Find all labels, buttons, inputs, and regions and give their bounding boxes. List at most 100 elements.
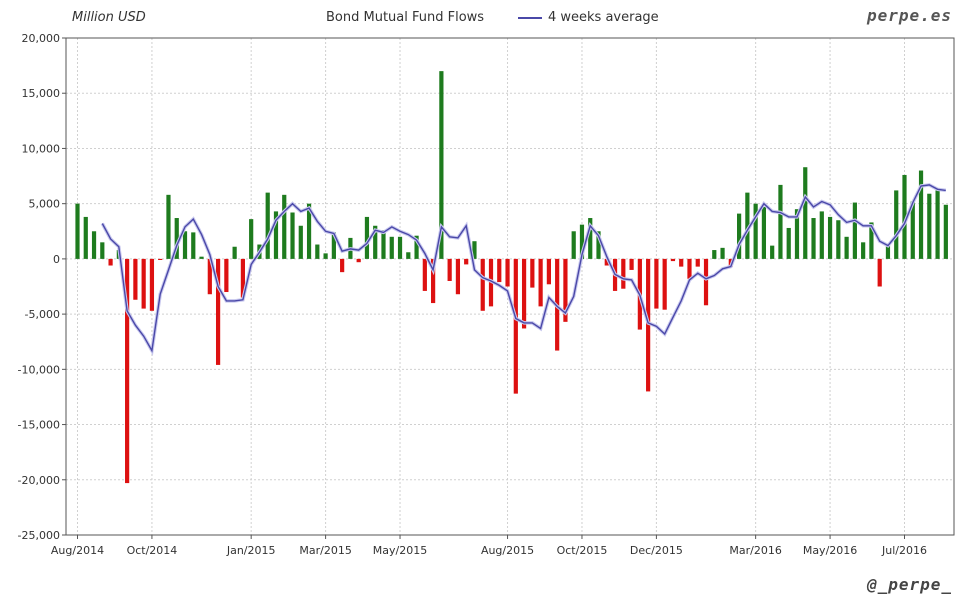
bar bbox=[596, 231, 601, 259]
legend: 4 weeks average bbox=[518, 10, 659, 25]
y-tick-label: 20,000 bbox=[22, 32, 61, 45]
bar bbox=[149, 258, 155, 311]
bar bbox=[472, 241, 477, 259]
bar bbox=[604, 258, 609, 266]
bar bbox=[563, 258, 568, 322]
bar bbox=[703, 258, 709, 306]
y-tick-label: 5,000 bbox=[29, 198, 61, 211]
y-tick-label: -15,000 bbox=[18, 419, 60, 432]
bar bbox=[770, 245, 775, 259]
bar bbox=[100, 242, 105, 259]
bar bbox=[215, 258, 221, 365]
bar bbox=[943, 204, 948, 259]
bar bbox=[340, 258, 345, 273]
x-tick-label: May/2015 bbox=[373, 544, 427, 557]
x-axis-ticks: Aug/2014 Oct/2014 Jan/2015 Mar/2015 May/2015… bbox=[51, 535, 927, 557]
bar bbox=[240, 258, 245, 298]
bar bbox=[464, 258, 469, 265]
bar bbox=[646, 258, 651, 392]
bar bbox=[695, 258, 700, 267]
bar bbox=[249, 219, 254, 259]
bar bbox=[397, 236, 403, 259]
bar bbox=[571, 231, 576, 259]
bar bbox=[670, 258, 676, 262]
bar bbox=[844, 236, 849, 259]
bar bbox=[273, 211, 279, 259]
y-tick-label: -5,000 bbox=[25, 308, 60, 321]
chart-title: Bond Mutual Fund Flows bbox=[326, 10, 485, 25]
bar bbox=[803, 167, 808, 259]
bar bbox=[141, 258, 146, 309]
bar bbox=[381, 230, 386, 259]
x-tick-label: Dec/2015 bbox=[630, 544, 683, 557]
y-tick-label: 10,000 bbox=[22, 142, 61, 155]
bar bbox=[546, 258, 551, 285]
bar bbox=[191, 232, 196, 259]
x-tick-label: Oct/2014 bbox=[127, 544, 178, 557]
bar bbox=[745, 192, 750, 259]
bar bbox=[265, 192, 270, 259]
bar bbox=[654, 258, 659, 309]
bar bbox=[538, 258, 543, 307]
bar bbox=[389, 236, 394, 259]
bar bbox=[232, 246, 237, 259]
bar bbox=[662, 258, 667, 310]
x-tick-label: Aug/2015 bbox=[481, 544, 534, 557]
bar bbox=[455, 258, 461, 295]
bar bbox=[819, 211, 824, 259]
bar bbox=[794, 209, 800, 259]
legend-label-average: 4 weeks average bbox=[548, 10, 659, 25]
y-axis-ticks: -25,000 -20,000 -15,000 -10,000 -5,000 0 5,000… bbox=[18, 32, 66, 542]
bar bbox=[125, 258, 130, 484]
legend-line-swatch bbox=[518, 16, 542, 19]
bar bbox=[447, 258, 452, 281]
bar bbox=[480, 258, 485, 311]
bar bbox=[935, 190, 940, 259]
x-tick-label: Jul/2016 bbox=[881, 544, 927, 557]
bar bbox=[629, 258, 634, 270]
bar bbox=[224, 258, 229, 293]
bar bbox=[174, 218, 179, 259]
bar bbox=[579, 224, 585, 259]
bar bbox=[836, 220, 841, 259]
bar bbox=[521, 258, 527, 329]
bar bbox=[712, 250, 717, 259]
bar bbox=[439, 71, 444, 259]
bar bbox=[282, 194, 287, 259]
average-line-group bbox=[100, 183, 947, 356]
bar bbox=[166, 194, 171, 259]
bar bbox=[588, 218, 593, 259]
bar bbox=[761, 206, 767, 259]
y-tick-label: 15,000 bbox=[22, 87, 61, 100]
bar bbox=[306, 203, 312, 259]
bar bbox=[298, 225, 303, 259]
bar bbox=[83, 216, 88, 259]
x-tick-label: Mar/2016 bbox=[729, 544, 781, 557]
bar bbox=[811, 218, 816, 259]
x-tick-label: Aug/2014 bbox=[51, 544, 104, 557]
bar bbox=[861, 242, 866, 259]
x-tick-label: Jan/2015 bbox=[226, 544, 276, 557]
y-tick-label: -10,000 bbox=[18, 363, 60, 376]
bar bbox=[133, 258, 138, 300]
bar bbox=[431, 258, 436, 304]
bar bbox=[827, 216, 833, 259]
bar bbox=[679, 258, 684, 267]
y-axis-unit-label: Million USD bbox=[72, 10, 146, 25]
bar bbox=[927, 193, 932, 259]
y-tick-label: 0 bbox=[53, 253, 60, 266]
bar bbox=[323, 253, 328, 259]
average-line bbox=[101, 184, 946, 353]
bar bbox=[737, 213, 742, 259]
bar bbox=[786, 227, 791, 259]
bar-series bbox=[75, 71, 948, 484]
bar bbox=[720, 247, 725, 259]
bar bbox=[877, 258, 882, 287]
x-tick-label: Oct/2015 bbox=[557, 544, 608, 557]
bar bbox=[778, 184, 783, 259]
y-tick-label: -20,000 bbox=[18, 474, 60, 487]
bar bbox=[894, 190, 899, 259]
bar bbox=[910, 201, 915, 259]
bar bbox=[621, 258, 626, 289]
